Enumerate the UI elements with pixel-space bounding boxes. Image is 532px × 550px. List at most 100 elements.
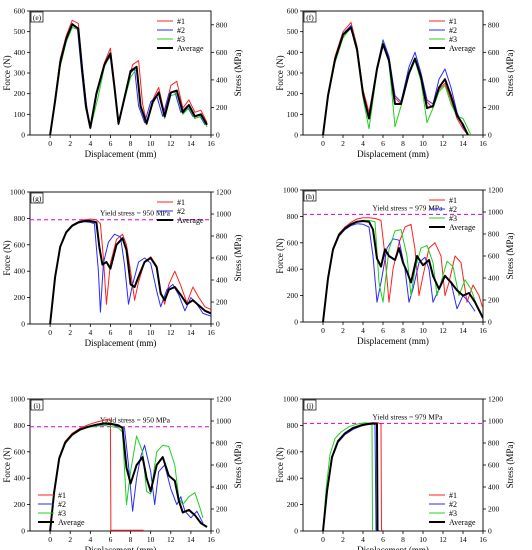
x-tick-label: 6 bbox=[109, 328, 113, 337]
panel-label-box bbox=[30, 11, 44, 23]
y-tick-label: 500 bbox=[287, 27, 299, 36]
y2-tick-label: 400 bbox=[216, 276, 228, 285]
y2-tick-label: 1200 bbox=[488, 186, 503, 195]
y-tick-label: 400 bbox=[14, 267, 26, 276]
y-tick-label: 400 bbox=[287, 265, 299, 274]
legend-label: Average bbox=[177, 44, 204, 53]
x-tick-label: 4 bbox=[361, 139, 365, 148]
y2-axis-label: Stress (MPa) bbox=[233, 50, 243, 97]
legend-label: #1 bbox=[58, 491, 66, 500]
y-tick-label: 0 bbox=[294, 318, 298, 327]
x-tick-label: 10 bbox=[419, 139, 427, 148]
y-tick-label: 500 bbox=[14, 27, 26, 36]
legend-label: #2 bbox=[449, 26, 457, 35]
x-tick-label: 16 bbox=[207, 535, 215, 544]
series-line bbox=[49, 424, 204, 531]
series-line bbox=[49, 23, 208, 135]
x-tick-label: 0 bbox=[321, 139, 325, 148]
x-tick-label: 0 bbox=[321, 535, 325, 544]
x-axis-label: Displacement (mm) bbox=[357, 149, 429, 159]
panel-label-box bbox=[30, 192, 44, 204]
panel-label-box bbox=[303, 399, 317, 411]
x-tick-label: 6 bbox=[381, 326, 385, 335]
legend-label: #3 bbox=[449, 509, 457, 518]
series-line bbox=[49, 422, 208, 531]
y-tick-label: 0 bbox=[21, 320, 25, 329]
y-tick-label: 100 bbox=[287, 110, 299, 119]
y2-tick-label: 800 bbox=[488, 230, 500, 239]
legend-label: #2 bbox=[177, 207, 185, 216]
x-tick-label: 16 bbox=[479, 139, 487, 148]
y2-tick-label: 0 bbox=[488, 131, 492, 140]
y2-tick-label: 600 bbox=[216, 461, 228, 470]
panel-label-text: (j) bbox=[306, 401, 314, 410]
x-tick-label: 0 bbox=[321, 326, 325, 335]
y-tick-label: 800 bbox=[14, 214, 26, 223]
panel-label: (e) bbox=[30, 11, 44, 23]
panel-label: (g) bbox=[30, 192, 44, 204]
y2-tick-label: 400 bbox=[216, 483, 228, 492]
y2-tick-label: 1000 bbox=[216, 210, 231, 219]
legend-label: #2 bbox=[58, 500, 66, 509]
legend-label: Average bbox=[449, 518, 476, 527]
panel-label-text: (f) bbox=[306, 13, 314, 22]
y-tick-label: 300 bbox=[14, 69, 26, 78]
x-tick-label: 8 bbox=[129, 535, 133, 544]
y-tick-label: 400 bbox=[287, 48, 299, 57]
y2-tick-label: 200 bbox=[488, 505, 500, 514]
legend-label: #2 bbox=[449, 205, 457, 214]
legend-label: #1 bbox=[449, 196, 457, 205]
chart-panel: 0 2 4 6 8 10 12 14 16020040060080010000200400600… bbox=[275, 395, 515, 550]
x-tick-label: 10 bbox=[419, 326, 427, 335]
y2-tick-label: 400 bbox=[488, 274, 500, 283]
y-tick-label: 300 bbox=[287, 69, 299, 78]
panel-label-text: (i) bbox=[33, 401, 41, 410]
y-tick-label: 1000 bbox=[10, 188, 25, 197]
x-tick-label: 12 bbox=[439, 535, 447, 544]
x-tick-label: 4 bbox=[88, 535, 92, 544]
yield-stress-label: Yield stress = 979 MPa bbox=[372, 203, 443, 212]
y-tick-label: 800 bbox=[14, 421, 26, 430]
x-tick-label: 12 bbox=[167, 139, 175, 148]
y-tick-label: 200 bbox=[14, 500, 26, 509]
x-tick-label: 0 bbox=[48, 328, 52, 337]
panel-label-box bbox=[30, 399, 44, 411]
x-tick-label: 12 bbox=[439, 326, 447, 335]
legend-label: #2 bbox=[177, 26, 185, 35]
y-tick-label: 200 bbox=[14, 293, 26, 302]
series-line bbox=[322, 223, 476, 322]
y-tick-label: 0 bbox=[21, 131, 25, 140]
x-tick-label: 14 bbox=[187, 328, 195, 337]
y2-tick-label: 0 bbox=[488, 318, 492, 327]
legend-label: #1 bbox=[449, 491, 457, 500]
x-tick-label: 8 bbox=[129, 139, 133, 148]
x-tick-label: 4 bbox=[88, 328, 92, 337]
x-tick-label: 12 bbox=[439, 139, 447, 148]
y-tick-label: 600 bbox=[14, 7, 26, 16]
y2-tick-label: 200 bbox=[488, 296, 500, 305]
y2-tick-label: 600 bbox=[216, 254, 228, 263]
y-tick-label: 100 bbox=[14, 110, 26, 119]
y-tick-label: 1000 bbox=[283, 186, 298, 195]
y2-tick-label: 200 bbox=[216, 298, 228, 307]
y2-tick-label: 400 bbox=[216, 75, 228, 84]
legend-label: #1 bbox=[177, 17, 185, 26]
y2-tick-label: 1200 bbox=[216, 395, 231, 404]
x-tick-label: 6 bbox=[109, 139, 113, 148]
y-tick-label: 0 bbox=[21, 527, 25, 536]
x-tick-label: 16 bbox=[207, 328, 215, 337]
y-tick-label: 0 bbox=[294, 131, 298, 140]
series-line bbox=[322, 26, 469, 135]
y-tick-label: 800 bbox=[287, 421, 299, 430]
x-tick-label: 2 bbox=[341, 139, 345, 148]
y2-tick-label: 0 bbox=[216, 131, 220, 140]
yield-stress-label: Yield stress = 950 MPa bbox=[100, 209, 171, 218]
y-tick-label: 0 bbox=[294, 527, 298, 536]
legend-label: #3 bbox=[449, 35, 457, 44]
y2-tick-label: 800 bbox=[488, 20, 500, 29]
legend-label: Average bbox=[177, 216, 204, 225]
